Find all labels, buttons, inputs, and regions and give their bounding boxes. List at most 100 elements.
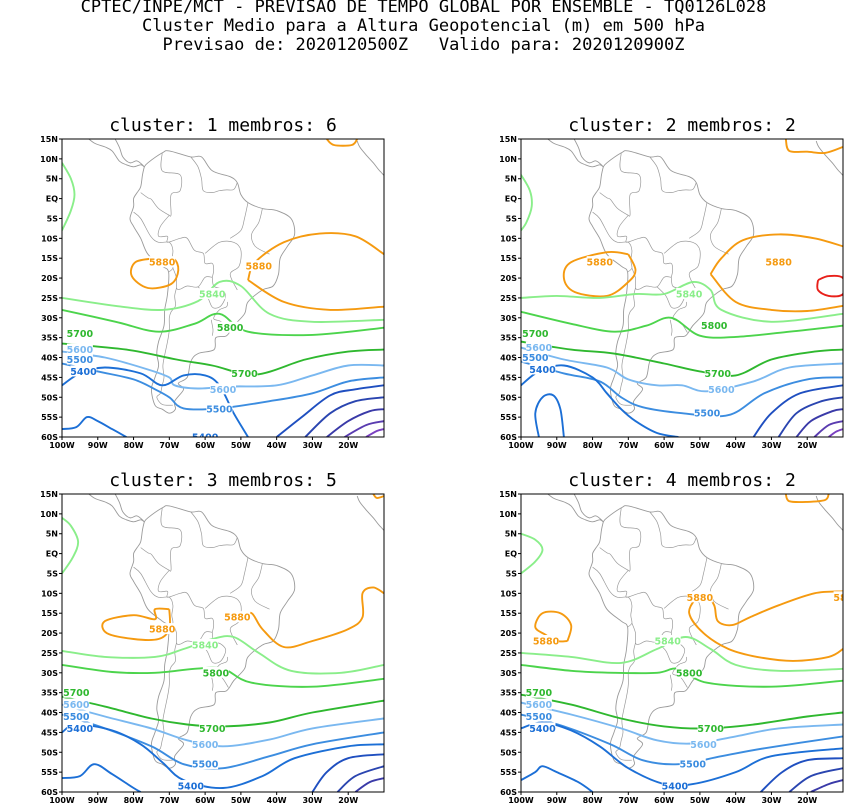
y-tick-label: 60S (500, 433, 517, 442)
y-tick-label: 15N (40, 490, 58, 499)
contour-label-bg (661, 780, 688, 792)
country-border-9 (669, 319, 673, 336)
x-tick-label: 50W (690, 796, 710, 803)
contour-line-deep4-17 (828, 428, 843, 437)
contour-label-5840: 5840 (192, 640, 219, 651)
panel-frame (520, 138, 844, 438)
x-tick-label: 80W (583, 796, 603, 803)
y-tick-label: 5S (47, 214, 59, 223)
x-tick-label: 30W (302, 441, 322, 450)
y-tick-label: 30S (41, 314, 58, 323)
y-tick-label: EQ (46, 550, 58, 559)
contour-label-5800: 5800 (701, 321, 728, 332)
contour-label-bg (192, 638, 219, 650)
contour-line-c5800-6 (521, 663, 843, 688)
contour-label-5600: 5600 (192, 740, 219, 751)
contour-line-deep0-13 (752, 384, 843, 437)
y-tick-label: 40S (41, 709, 58, 718)
contour-line-c5700-7 (521, 693, 843, 730)
panel-title: cluster: 1 membros: 6 (109, 115, 337, 136)
contour-label-bg (654, 635, 681, 647)
y-tick-label: 20S (500, 629, 517, 638)
contour-line-c5880-3 (709, 273, 843, 313)
contour-label-5500: 5500 (694, 409, 721, 420)
contour-line-c5880-3 (247, 232, 384, 281)
y-tick-label: 10N (499, 510, 517, 519)
x-tick-label: 60W (654, 441, 674, 450)
contour-label-5400: 5400 (192, 433, 219, 444)
y-tick-label: 45S (41, 728, 58, 737)
contour-label-5400: 5400 (178, 782, 205, 793)
y-tick-label: 35S (500, 334, 517, 343)
x-tick-label: 90W (547, 441, 567, 450)
x-tick-label: 50W (231, 796, 251, 803)
contour-label-bg (525, 341, 552, 353)
contour-line-c5400-10 (521, 721, 843, 787)
contour-label-bg (177, 780, 204, 792)
x-tick-label: 70W (159, 796, 179, 803)
country-border-10 (710, 563, 729, 610)
panel-frame (520, 493, 844, 793)
title-line-3: Previsao de: 2020120500Z Valido para: 20… (162, 35, 685, 55)
title-line-1: CPTEC/INPE/MCT - PREVISAO DE TEMPO GLOBA… (80, 0, 767, 17)
panel-title: cluster: 2 membros: 2 (568, 115, 796, 136)
contour-line-c5400-12 (534, 393, 565, 437)
contour-label-5400: 5400 (70, 367, 97, 378)
contour-line-c5400-11 (521, 364, 679, 437)
x-tick-label: 90W (88, 796, 108, 803)
country-border-2 (599, 192, 629, 216)
contour-label-bg (676, 287, 703, 299)
y-tick-label: 55S (500, 413, 517, 422)
contour-label-5700: 5700 (231, 369, 258, 380)
contour-label-5840: 5840 (654, 637, 681, 648)
x-tick-label: 30W (761, 796, 781, 803)
contour-label-bg (676, 666, 703, 678)
x-tick-label: 40W (726, 796, 746, 803)
y-tick-label: 40S (500, 354, 517, 363)
contour-label-5840: 5840 (199, 289, 226, 300)
x-tick-label: 70W (618, 441, 638, 450)
contour-label-5500: 5500 (522, 353, 549, 364)
y-tick-label: 45S (41, 373, 58, 382)
contour-line-c5880-2 (247, 279, 384, 311)
contour-label-5400: 5400 (529, 724, 556, 735)
country-border-7 (197, 277, 227, 309)
y-tick-label: 5S (506, 569, 518, 578)
country-border-5 (631, 622, 672, 645)
contour-line-deep2-14 (810, 779, 843, 792)
x-tick-label: 20W (797, 441, 817, 450)
contour-line-deep0-12 (760, 757, 843, 792)
y-tick-label: 25S (41, 649, 58, 658)
coastline-4 (815, 495, 843, 532)
panel-title: cluster: 4 membros: 2 (568, 470, 796, 491)
y-tick-label: 40S (41, 354, 58, 363)
contour-line-deep1-13 (304, 396, 384, 437)
country-border-5 (172, 622, 213, 645)
contour-line-deep1-12 (336, 765, 384, 792)
contour-line-c5840-0 (62, 162, 76, 231)
country-border-12 (229, 202, 249, 239)
country-border-0 (160, 507, 183, 572)
contour-label-5880: 5880 (687, 593, 714, 604)
contour-label-5400: 5400 (67, 724, 94, 735)
contour-label-bg (686, 591, 713, 603)
x-tick-label: 50W (231, 441, 251, 450)
contour-line-deep0-12 (276, 384, 384, 437)
contour-line-c5880-4 (326, 139, 358, 147)
contour-label-bg (63, 698, 90, 710)
y-tick-label: EQ (505, 550, 517, 559)
y-tick-label: 40S (500, 709, 517, 718)
contour-label-5600: 5600 (526, 700, 553, 711)
y-tick-label: 5N (46, 530, 58, 539)
contour-label-5700: 5700 (199, 724, 226, 735)
country-border-2 (599, 547, 629, 571)
contour-label-bg (701, 319, 728, 331)
x-tick-label: 30W (761, 441, 781, 450)
country-border-4 (157, 215, 215, 278)
contour-line-deep3-15 (344, 420, 384, 437)
x-tick-label: 40W (726, 441, 746, 450)
contour-label-bg (199, 287, 226, 299)
x-tick-label: 20W (338, 441, 358, 450)
y-tick-label: 25S (500, 294, 517, 303)
